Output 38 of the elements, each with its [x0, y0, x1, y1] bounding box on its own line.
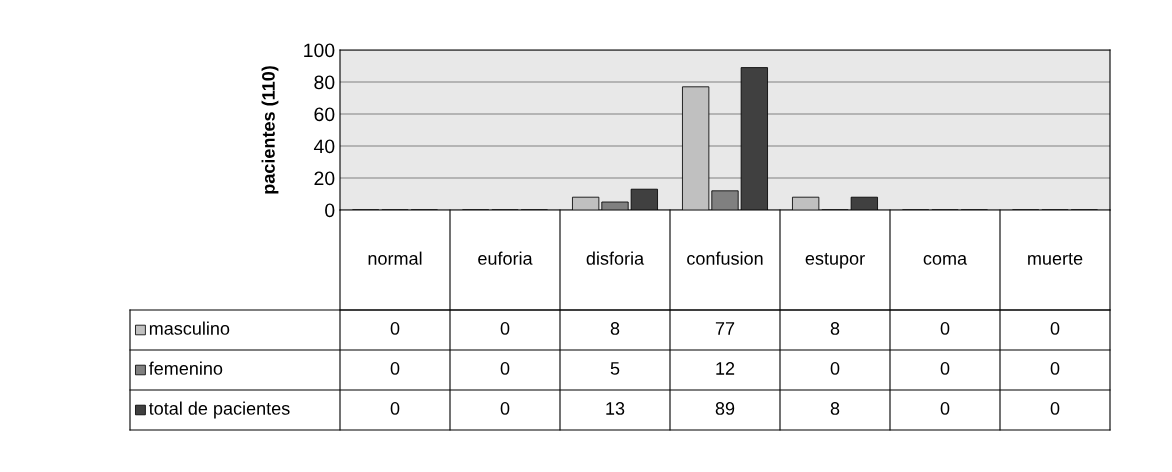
- x-tick-label: confusion: [687, 251, 763, 265]
- data-label: 0: [390, 322, 400, 335]
- data-label: 0: [1050, 322, 1060, 335]
- data-label: 0: [940, 362, 950, 375]
- x-tick-label: euforia: [478, 251, 533, 265]
- data-label: 13: [606, 402, 625, 415]
- data-label: 0: [500, 362, 510, 375]
- data-label: 0: [940, 402, 950, 415]
- x-tick-label: estupor: [805, 253, 865, 269]
- data-label: 12: [716, 362, 735, 375]
- x-tick-label: normal: [368, 251, 422, 265]
- data-label: 0: [390, 402, 400, 415]
- data-label: 8: [830, 322, 840, 335]
- data-label: 0: [1050, 402, 1060, 415]
- y-axis-title: pacientes (110): [261, 66, 279, 194]
- data-label: 0: [1050, 362, 1060, 375]
- data-label: 0: [940, 322, 950, 335]
- y-tick-label: 20: [314, 171, 335, 186]
- x-tick-label: disforia: [586, 251, 645, 265]
- x-tick-label: muerte: [1028, 253, 1083, 265]
- data-label: 8: [610, 322, 620, 335]
- data-label: 89: [715, 402, 735, 415]
- x-tick-label: coma: [923, 254, 968, 265]
- data-label: 0: [830, 362, 840, 375]
- data-label: 0: [500, 402, 510, 415]
- data-label: 77: [715, 322, 735, 335]
- y-tick-label: 0: [325, 203, 335, 218]
- legend-label: total de pacientes: [148, 401, 290, 419]
- y-tick-label: 60: [314, 107, 335, 122]
- legend-label: femenino: [148, 361, 223, 375]
- y-tick-label: 80: [314, 75, 335, 90]
- y-tick-label: 100: [304, 43, 335, 58]
- legend-label: masculino: [149, 321, 230, 335]
- data-label: 0: [500, 322, 510, 335]
- data-label: 0: [390, 362, 400, 375]
- data-label: 8: [830, 402, 840, 415]
- y-tick-label: 40: [313, 139, 335, 154]
- data-label: 5: [610, 362, 620, 375]
